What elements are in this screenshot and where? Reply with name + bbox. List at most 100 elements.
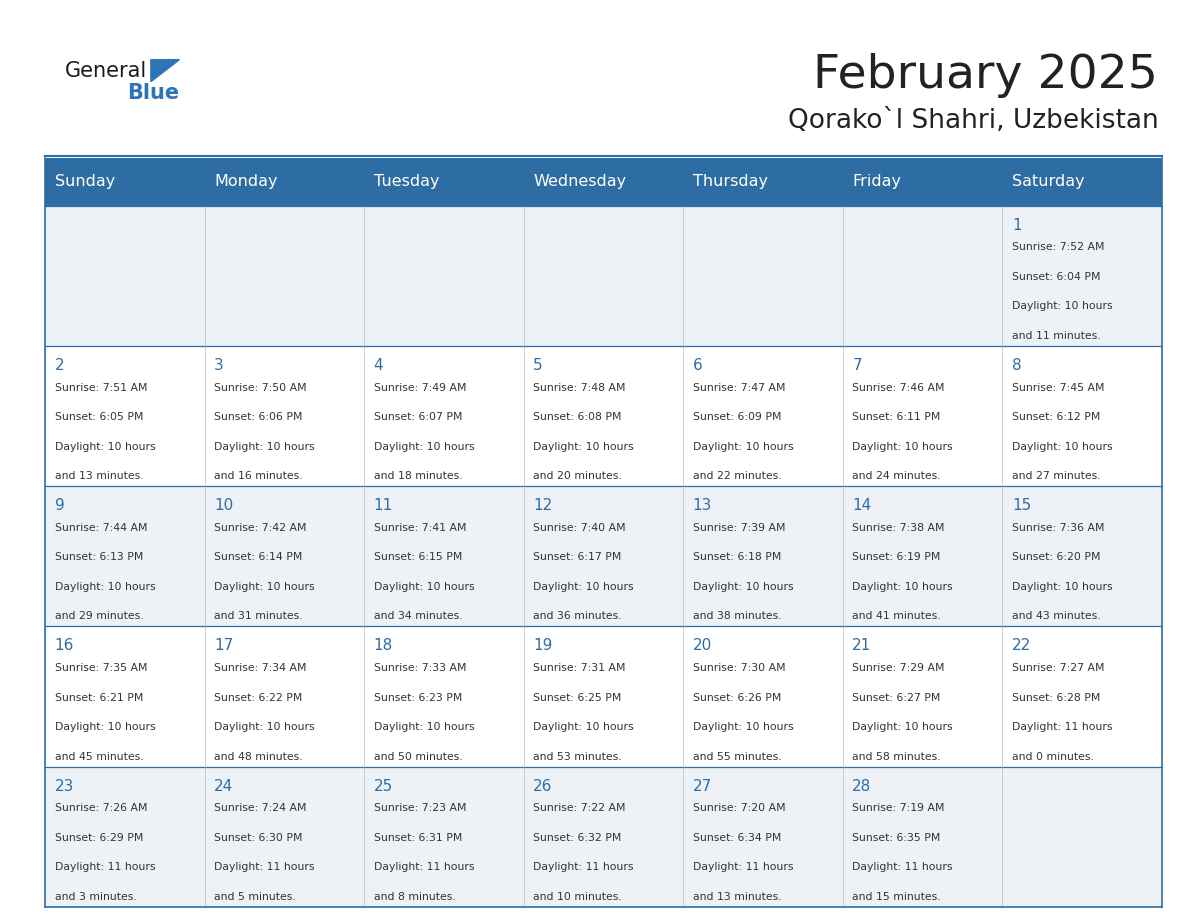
Text: 23: 23 — [55, 778, 74, 794]
Text: Daylight: 10 hours: Daylight: 10 hours — [852, 722, 953, 732]
Text: Sunset: 6:21 PM: Sunset: 6:21 PM — [55, 692, 143, 702]
Text: Sunrise: 7:20 AM: Sunrise: 7:20 AM — [693, 803, 785, 813]
Text: Sunset: 6:35 PM: Sunset: 6:35 PM — [852, 833, 941, 843]
Text: Sunset: 6:23 PM: Sunset: 6:23 PM — [374, 692, 462, 702]
Text: Sunrise: 7:39 AM: Sunrise: 7:39 AM — [693, 523, 785, 532]
Text: 8: 8 — [1012, 358, 1022, 373]
Text: February 2025: February 2025 — [814, 52, 1158, 98]
Text: Monday: Monday — [214, 174, 278, 189]
Text: Sunrise: 7:35 AM: Sunrise: 7:35 AM — [55, 663, 147, 673]
Text: and 53 minutes.: and 53 minutes. — [533, 752, 621, 762]
Text: and 43 minutes.: and 43 minutes. — [1012, 611, 1100, 621]
Text: Sunrise: 7:52 AM: Sunrise: 7:52 AM — [1012, 242, 1105, 252]
Text: 11: 11 — [374, 498, 393, 513]
Text: and 31 minutes.: and 31 minutes. — [214, 611, 303, 621]
Text: 17: 17 — [214, 638, 233, 654]
Text: Sunrise: 7:34 AM: Sunrise: 7:34 AM — [214, 663, 307, 673]
Text: and 5 minutes.: and 5 minutes. — [214, 891, 296, 901]
Text: and 20 minutes.: and 20 minutes. — [533, 471, 623, 481]
Text: 6: 6 — [693, 358, 702, 373]
Text: Sunrise: 7:50 AM: Sunrise: 7:50 AM — [214, 383, 307, 393]
Text: and 38 minutes.: and 38 minutes. — [693, 611, 782, 621]
Text: Sunset: 6:22 PM: Sunset: 6:22 PM — [214, 692, 303, 702]
Text: Sunrise: 7:44 AM: Sunrise: 7:44 AM — [55, 523, 147, 532]
Text: Sunrise: 7:22 AM: Sunrise: 7:22 AM — [533, 803, 626, 813]
Text: Sunrise: 7:27 AM: Sunrise: 7:27 AM — [1012, 663, 1105, 673]
Text: Daylight: 10 hours: Daylight: 10 hours — [852, 442, 953, 452]
Text: and 22 minutes.: and 22 minutes. — [693, 471, 782, 481]
Text: and 48 minutes.: and 48 minutes. — [214, 752, 303, 762]
Text: Daylight: 11 hours: Daylight: 11 hours — [852, 862, 953, 872]
Text: 25: 25 — [374, 778, 393, 794]
Text: Sunset: 6:28 PM: Sunset: 6:28 PM — [1012, 692, 1100, 702]
Bar — [45, 626, 1162, 767]
Text: Sunset: 6:05 PM: Sunset: 6:05 PM — [55, 412, 143, 422]
Text: 13: 13 — [693, 498, 712, 513]
Bar — [45, 487, 1162, 626]
Text: 9: 9 — [55, 498, 64, 513]
Text: Sunrise: 7:19 AM: Sunrise: 7:19 AM — [852, 803, 944, 813]
Text: Sunrise: 7:38 AM: Sunrise: 7:38 AM — [852, 523, 944, 532]
Text: 20: 20 — [693, 638, 712, 654]
Text: 3: 3 — [214, 358, 223, 373]
Text: Daylight: 10 hours: Daylight: 10 hours — [1012, 301, 1112, 311]
Text: Sunrise: 7:47 AM: Sunrise: 7:47 AM — [693, 383, 785, 393]
Text: 28: 28 — [852, 778, 872, 794]
Text: Sunrise: 7:36 AM: Sunrise: 7:36 AM — [1012, 523, 1105, 532]
Text: Daylight: 10 hours: Daylight: 10 hours — [533, 442, 634, 452]
Text: 10: 10 — [214, 498, 233, 513]
Text: Sunrise: 7:42 AM: Sunrise: 7:42 AM — [214, 523, 307, 532]
Text: and 36 minutes.: and 36 minutes. — [533, 611, 621, 621]
Text: 19: 19 — [533, 638, 552, 654]
Text: Sunset: 6:06 PM: Sunset: 6:06 PM — [214, 412, 303, 422]
Text: 15: 15 — [1012, 498, 1031, 513]
Text: Sunset: 6:04 PM: Sunset: 6:04 PM — [1012, 272, 1100, 282]
Text: Sunrise: 7:49 AM: Sunrise: 7:49 AM — [374, 383, 466, 393]
Text: Sunset: 6:12 PM: Sunset: 6:12 PM — [1012, 412, 1100, 422]
Text: 16: 16 — [55, 638, 74, 654]
Text: Wednesday: Wednesday — [533, 174, 626, 189]
Text: Daylight: 10 hours: Daylight: 10 hours — [55, 442, 156, 452]
Text: Sunset: 6:19 PM: Sunset: 6:19 PM — [852, 553, 941, 563]
Text: Daylight: 10 hours: Daylight: 10 hours — [214, 722, 315, 732]
Text: Sunset: 6:08 PM: Sunset: 6:08 PM — [533, 412, 621, 422]
Text: Sunrise: 7:45 AM: Sunrise: 7:45 AM — [1012, 383, 1105, 393]
Text: Daylight: 11 hours: Daylight: 11 hours — [55, 862, 156, 872]
Text: Sunrise: 7:30 AM: Sunrise: 7:30 AM — [693, 663, 785, 673]
Text: Sunrise: 7:41 AM: Sunrise: 7:41 AM — [374, 523, 466, 532]
Text: Daylight: 10 hours: Daylight: 10 hours — [693, 722, 794, 732]
Text: Sunrise: 7:23 AM: Sunrise: 7:23 AM — [374, 803, 466, 813]
Text: Sunset: 6:30 PM: Sunset: 6:30 PM — [214, 833, 303, 843]
Text: Tuesday: Tuesday — [374, 174, 440, 189]
Text: Sunset: 6:20 PM: Sunset: 6:20 PM — [1012, 553, 1100, 563]
Text: 22: 22 — [1012, 638, 1031, 654]
Text: and 0 minutes.: and 0 minutes. — [1012, 752, 1094, 762]
Text: and 24 minutes.: and 24 minutes. — [852, 471, 941, 481]
Text: Daylight: 10 hours: Daylight: 10 hours — [55, 722, 156, 732]
Text: and 11 minutes.: and 11 minutes. — [1012, 330, 1100, 341]
Text: Daylight: 10 hours: Daylight: 10 hours — [374, 442, 474, 452]
Text: 21: 21 — [852, 638, 872, 654]
Text: 2: 2 — [55, 358, 64, 373]
Text: and 18 minutes.: and 18 minutes. — [374, 471, 462, 481]
Text: Daylight: 11 hours: Daylight: 11 hours — [374, 862, 474, 872]
Text: and 41 minutes.: and 41 minutes. — [852, 611, 941, 621]
Text: Sunset: 6:27 PM: Sunset: 6:27 PM — [852, 692, 941, 702]
Text: 26: 26 — [533, 778, 552, 794]
Text: Daylight: 10 hours: Daylight: 10 hours — [1012, 442, 1112, 452]
Text: Blue: Blue — [127, 83, 179, 103]
Text: Daylight: 11 hours: Daylight: 11 hours — [533, 862, 633, 872]
Text: Daylight: 11 hours: Daylight: 11 hours — [1012, 722, 1112, 732]
Text: Sunset: 6:17 PM: Sunset: 6:17 PM — [533, 553, 621, 563]
Text: Sunrise: 7:40 AM: Sunrise: 7:40 AM — [533, 523, 626, 532]
Bar — [45, 158, 1162, 206]
Text: and 8 minutes.: and 8 minutes. — [374, 891, 455, 901]
Text: Qorako`l Shahri, Uzbekistan: Qorako`l Shahri, Uzbekistan — [788, 108, 1158, 134]
Bar — [45, 346, 1162, 487]
Text: Daylight: 10 hours: Daylight: 10 hours — [374, 582, 474, 592]
Text: and 29 minutes.: and 29 minutes. — [55, 611, 144, 621]
Text: and 10 minutes.: and 10 minutes. — [533, 891, 623, 901]
Text: Daylight: 10 hours: Daylight: 10 hours — [214, 582, 315, 592]
Text: Sunset: 6:18 PM: Sunset: 6:18 PM — [693, 553, 782, 563]
Text: 5: 5 — [533, 358, 543, 373]
